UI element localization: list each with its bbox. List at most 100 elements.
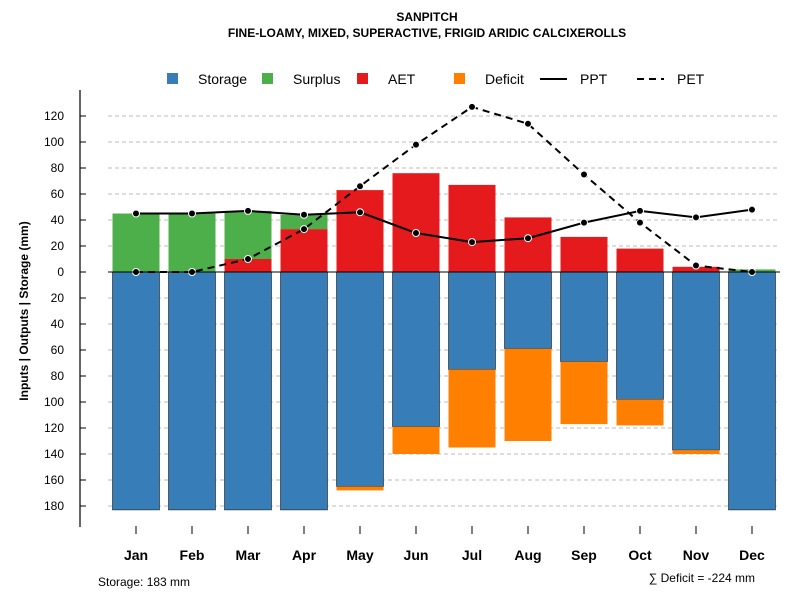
ppt-point <box>132 209 140 218</box>
pet-point <box>580 170 588 179</box>
bar-storage <box>560 271 608 362</box>
y-axis-title: Inputs | Outputs | Storage (mm) <box>17 221 31 400</box>
ppt-line <box>136 208 753 244</box>
legend-label: Storage <box>198 71 247 87</box>
deficit-note: ∑ Deficit = -224 mm <box>649 571 755 585</box>
pet-point <box>244 255 252 263</box>
bar-aet <box>504 217 552 272</box>
bar-deficit <box>392 426 440 454</box>
ppt-point <box>244 206 252 215</box>
bars-group <box>112 173 776 511</box>
y-tick-label: 180 <box>44 499 64 513</box>
bar-aet <box>560 236 608 272</box>
legend-swatch <box>454 73 465 84</box>
chart-subtitle: FINE-LOAMY, MIXED, SUPERACTIVE, FRIGID A… <box>228 26 626 40</box>
ppt-point <box>692 213 700 222</box>
bar-aet <box>448 184 496 272</box>
legend-swatch <box>357 73 368 84</box>
x-tick-label: Jul <box>462 547 482 563</box>
ppt-point <box>524 234 532 243</box>
bar-storage <box>280 271 328 511</box>
y-tick-label: 120 <box>44 421 64 435</box>
x-tick-label: Aug <box>514 547 541 563</box>
legend-label: PPT <box>580 71 608 87</box>
grid-lines <box>108 115 780 507</box>
ppt-point <box>300 210 308 219</box>
legend-swatch <box>262 73 273 84</box>
storage-note: Storage: 183 mm <box>98 575 190 589</box>
y-tick-label: 100 <box>44 395 64 409</box>
bar-deficit <box>448 369 496 448</box>
x-tick-label: Mar <box>236 547 261 563</box>
ppt-point <box>468 238 476 247</box>
x-tick-label: Jun <box>404 547 429 563</box>
x-tick-label: Sep <box>571 547 597 563</box>
bar-surplus <box>224 210 272 259</box>
y-tick-label: 60 <box>51 187 65 201</box>
legend-label: Surplus <box>293 71 340 87</box>
y-tick-label: 20 <box>51 291 65 305</box>
y-tick-label: 100 <box>44 135 64 149</box>
x-tick-label: Apr <box>292 547 317 563</box>
x-tick-label: Feb <box>180 547 205 563</box>
ppt-point <box>748 205 756 214</box>
y-tick-label: 120 <box>44 109 64 123</box>
bar-storage <box>728 271 776 511</box>
bar-deficit <box>504 348 552 441</box>
y-tick-label: 20 <box>51 239 65 253</box>
bar-aet <box>616 248 664 272</box>
bar-storage <box>392 271 440 427</box>
ppt-point <box>188 209 196 218</box>
pet-line <box>136 105 753 273</box>
pet-point <box>524 119 532 128</box>
axes-group: 120 100 80 60 40 20 0 20 40 60 80 100 120 140 160 180 Ja… <box>44 90 780 563</box>
x-tick-label: Jan <box>124 547 148 563</box>
bar-storage <box>224 271 272 511</box>
y-tick-label: 80 <box>51 369 65 383</box>
bar-deficit <box>560 361 608 425</box>
x-tick-label: Nov <box>683 547 710 563</box>
x-tick-label: Oct <box>628 547 652 563</box>
bar-storage <box>616 271 664 400</box>
y-tick-label: 80 <box>51 161 65 175</box>
bar-aet <box>392 173 440 272</box>
pet-point <box>412 140 420 149</box>
bar-storage <box>504 271 552 349</box>
x-tick-label: May <box>346 547 373 563</box>
y-tick-label: 60 <box>51 343 65 357</box>
legend: Storage Surplus AET Deficit PPT PET <box>167 71 705 87</box>
ppt-point <box>412 229 420 237</box>
legend-label: Deficit <box>485 71 524 87</box>
bar-deficit <box>336 486 384 491</box>
legend-swatch <box>167 73 178 84</box>
y-tick-label: 40 <box>51 317 65 331</box>
y-tick-label: 140 <box>44 447 64 461</box>
x-tick-label: Dec <box>739 547 765 563</box>
bar-surplus <box>280 214 328 230</box>
bar-storage <box>448 271 496 370</box>
bar-aet <box>336 190 384 272</box>
bar-surplus <box>168 213 216 272</box>
bar-surplus <box>112 213 160 272</box>
chart-title: SANPITCH <box>396 10 457 24</box>
bar-aet <box>280 229 328 272</box>
bar-storage <box>672 271 720 451</box>
ppt-point <box>356 208 364 217</box>
ppt-point <box>636 206 644 215</box>
legend-label: AET <box>388 71 416 87</box>
bar-storage <box>112 271 160 511</box>
ppt-point <box>580 218 588 227</box>
pet-point <box>636 218 644 227</box>
bar-deficit <box>672 450 720 454</box>
bar-storage <box>336 271 384 487</box>
pet-point <box>300 225 308 234</box>
y-tick-label: 160 <box>44 473 64 487</box>
pet-point <box>468 102 476 111</box>
pet-point <box>692 261 700 270</box>
bar-storage <box>168 271 216 511</box>
y-tick-label: 40 <box>51 213 65 227</box>
bar-deficit <box>616 399 664 426</box>
y-tick-label: 0 <box>57 265 64 279</box>
legend-label: PET <box>677 71 705 87</box>
